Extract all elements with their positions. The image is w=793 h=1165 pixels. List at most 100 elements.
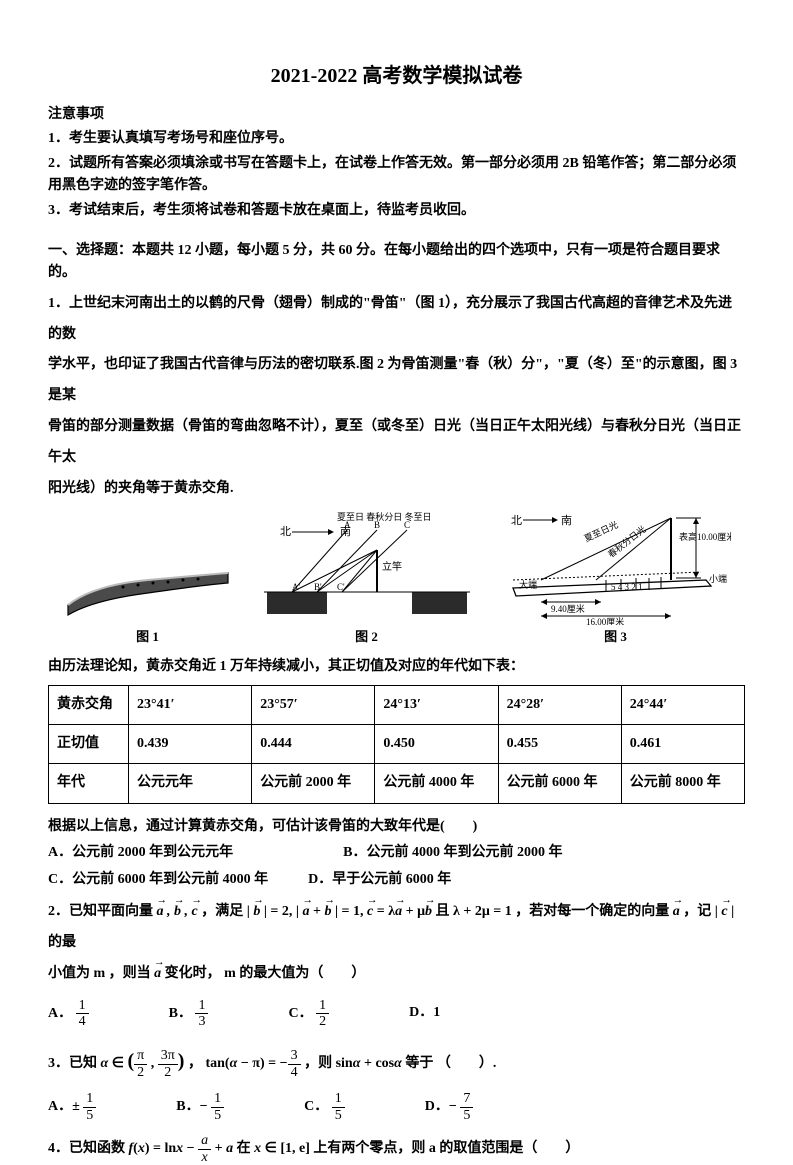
cell: 0.439 [129,724,252,763]
cell: 公元前 2000 年 [252,764,375,803]
text: ，满足 [201,904,247,919]
q1-after-figs: 由历法理论知，黄赤交角近 1 万年持续减小，其正切值及对应的年代如下表： [48,656,745,678]
svg-text:B: B [374,520,380,530]
choice-c: C． 12 [288,998,329,1030]
text: 变化时， m 的最大值为（ ） [165,966,366,981]
cell: 24°28′ [498,685,621,724]
table-row: 年代 公元元年 公元前 2000 年 公元前 4000 年 公元前 6000 年… [49,764,745,803]
cell: 23°57′ [252,685,375,724]
choice-d: D．早于公元前 6000 年 [308,869,451,891]
row-label: 黄赤交角 [49,685,129,724]
q4-line: 4．已知函数 f(x) = lnx − ax + a 在 x ∈ [1, e] … [48,1133,745,1165]
q2-line-1: 2．已知平面向量 a , b , c ，满足 | b | = 2, | a + … [48,897,745,959]
q1-after-table: 根据以上信息，通过计算黄赤交角，可估计该骨笛的大致年代是( ) [48,812,745,843]
cell: 公元前 6000 年 [498,764,621,803]
notice-line-2: 2．试题所有答案必须填涂或书写在答题卡上，在试卷上作答无效。第一部分必须用 2B… [48,153,745,198]
cell: 0.444 [252,724,375,763]
cell: 0.450 [375,724,498,763]
q3-line: 3．已知 α ∈ (π2 , 3π2) ， tan(α − π) = −34 ，… [48,1039,745,1083]
notice-heading: 注意事项 [48,104,745,126]
question-1: 1．上世纪末河南出土的以鹤的尺骨（翅骨）制成的"骨笛"（图 1），充分展示了我国… [48,289,745,892]
question-4: 4．已知函数 f(x) = lnx − ax + a 在 x ∈ [1, e] … [48,1133,745,1165]
notice-line-3: 3．考试结束后，考生须将试卷和答题卡放在桌面上，待监考员收回。 [48,200,745,222]
figure-1-label: 图 1 [136,627,159,648]
text: 的最 [48,935,76,950]
svg-text:夏至日光: 夏至日光 [582,519,619,544]
svg-text:表高10.00厘米: 表高10.00厘米 [679,531,731,542]
cell: 0.461 [621,724,744,763]
figure-3: 北 南 表高10.00厘米 夏至日光 春秋分日光 [501,510,731,648]
text: 在 [237,1141,255,1156]
q1-figures: 图 1 夏至日 春秋分日 冬至日 北 南 立竿 A B C [48,510,745,648]
cell: 0.455 [498,724,621,763]
svg-text:夏至日 春秋分日 冬至日: 夏至日 春秋分日 冬至日 [337,511,432,522]
choice-b: B． 13 [169,998,209,1030]
q2-line-2: 小值为 m ，则当 a 变化时， m 的最大值为（ ） [48,959,745,990]
svg-text:立竿: 立竿 [382,560,402,573]
cell: 24°13′ [375,685,498,724]
choice-b: B．− 15 [176,1091,224,1123]
svg-text:小端: 小端 [709,573,727,584]
row-label: 正切值 [49,724,129,763]
notice-line-1: 1．考生要认真填写考场号和座位序号。 [48,128,745,150]
question-2: 2．已知平面向量 a , b , c ，满足 | b | = 2, | a + … [48,897,745,1029]
svg-text:9.40厘米: 9.40厘米 [551,603,585,614]
choice-a: A．± 15 [48,1091,96,1123]
choice-c: C．公元前 6000 年到公元前 4000 年 [48,869,268,891]
sundial-diagram-icon: 夏至日 春秋分日 冬至日 北 南 立竿 ABC A [262,510,472,625]
choice-d: D．1 [409,1002,440,1024]
svg-text:A: A [344,520,351,530]
svg-text:北: 北 [280,525,291,538]
figure-3-label: 图 3 [604,627,627,648]
text: ，记 [683,904,715,919]
choice-c: C． 15 [304,1091,345,1123]
figure-2-label: 图 2 [355,627,378,648]
choice-b: B．公元前 4000 年到公元前 2000 年 [343,842,562,864]
q2-choices: A． 14 B． 13 C． 12 D．1 [48,998,745,1030]
row-label: 年代 [49,764,129,803]
choice-a: A．公元前 2000 年到公元元年 [48,842,233,864]
svg-text:日影: 日影 [332,599,352,611]
svg-text:北: 北 [511,514,522,527]
svg-text:C: C [404,520,410,530]
text: 上有两个零点，则 a 的取值范围是（ ） [313,1141,579,1156]
cell: 公元前 4000 年 [375,764,498,803]
figure-2: 夏至日 春秋分日 冬至日 北 南 立竿 ABC A [262,510,472,648]
page-title: 2021-2022 高考数学模拟试卷 [48,60,745,92]
q1-line-1: 1．上世纪末河南出土的以鹤的尺骨（翅骨）制成的"骨笛"（图 1），充分展示了我国… [48,289,745,351]
cell: 23°41′ [129,685,252,724]
svg-text:5 4 3 2 1: 5 4 3 2 1 [611,582,643,592]
q1-line-4: 阳光线）的夹角等于黄赤交角. [48,474,745,505]
q3-choices: A．± 15 B．− 15 C． 15 D．− 75 [48,1091,745,1123]
text: 4．已知函数 [48,1141,129,1156]
q1-line-3: 骨笛的部分测量数据（骨笛的弯曲忽略不计），夏至（或冬至）日光（当日正午太阳光线）… [48,412,745,474]
q1-table: 黄赤交角 23°41′ 23°57′ 24°13′ 24°28′ 24°44′ … [48,685,745,804]
flute-measure-icon: 北 南 表高10.00厘米 夏至日光 春秋分日光 [501,510,731,625]
text: ，则 [304,1056,336,1071]
text: 小值为 m ，则当 [48,966,154,981]
svg-text:A': A' [292,582,300,592]
cell: 公元元年 [129,764,252,803]
choice-d: D．− 75 [425,1091,474,1123]
text: 等于 （ ）. [405,1056,496,1071]
section1-intro: 一、选择题：本题共 12 小题，每小题 5 分，共 60 分。在每小题给出的四个… [48,240,745,285]
bone-flute-icon [63,555,233,625]
cell: 公元前 8000 年 [621,764,744,803]
text: 3．已知 [48,1056,101,1071]
text: 2．已知平面向量 [48,904,157,919]
text: ，若对每一个确定的向量 [515,904,673,919]
svg-text:南: 南 [561,514,572,527]
text: ， [188,1056,206,1071]
table-row: 黄赤交角 23°41′ 23°57′ 24°13′ 24°28′ 24°44′ [49,685,745,724]
svg-text:大端: 大端 [519,579,537,590]
table-row: 正切值 0.439 0.444 0.450 0.455 0.461 [49,724,745,763]
choice-a: A． 14 [48,998,89,1030]
q1-line-2: 学水平，也印证了我国古代音律与历法的密切联系.图 2 为骨笛测量"春（秋）分"，… [48,350,745,412]
svg-text:C': C' [337,582,345,592]
question-3: 3．已知 α ∈ (π2 , 3π2) ， tan(α − π) = −34 ，… [48,1039,745,1123]
q1-choices-row-2: C．公元前 6000 年到公元前 4000 年 D．早于公元前 6000 年 [48,869,745,891]
q1-choices-row-1: A．公元前 2000 年到公元元年 B．公元前 4000 年到公元前 2000 … [48,842,745,864]
svg-text:B': B' [314,582,322,592]
cell: 24°44′ [621,685,744,724]
figure-1: 图 1 [63,555,233,648]
